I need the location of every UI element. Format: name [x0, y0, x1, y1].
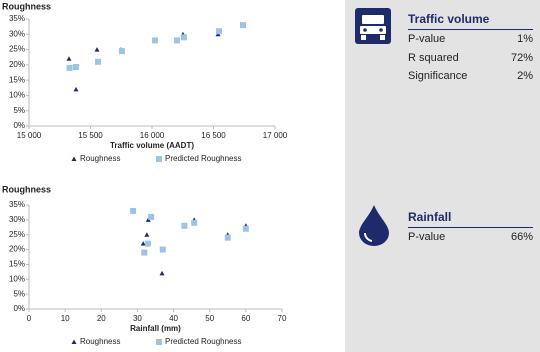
point [72, 63, 79, 70]
legend-swatch [71, 156, 77, 161]
stat-value: 66% [510, 231, 533, 243]
point [148, 213, 155, 220]
stat-label: Significance [408, 70, 468, 82]
x-tick-label: 17 000 [263, 131, 288, 140]
stat-label: P-value [408, 231, 446, 243]
y-tick-label: 5% [13, 289, 25, 298]
x-axis-title: Rainfall (mm) [130, 324, 181, 333]
y-tick-label: 25% [9, 45, 25, 54]
point [191, 219, 198, 226]
point [94, 47, 100, 52]
point [159, 270, 165, 276]
point [130, 207, 137, 214]
legend-label: Predicted Roughness [165, 154, 242, 163]
y-tick-label: 0% [13, 121, 25, 130]
point [242, 225, 249, 232]
point [66, 64, 73, 71]
x-tick-label: 60 [241, 314, 250, 323]
point [140, 241, 146, 246]
y-tick-label: 5% [13, 106, 25, 115]
legend-label: Roughness [80, 337, 120, 346]
legend-swatch [71, 339, 77, 344]
point [144, 232, 150, 237]
legend-label: Predicted Roughness [165, 337, 242, 346]
point [224, 234, 231, 241]
stat-value: 72% [510, 52, 533, 64]
point [181, 222, 188, 229]
stats-panel: Traffic volume P-value 1% R squared 72% Si… [345, 0, 540, 352]
x-tick-label: 10 [61, 314, 70, 323]
y-tick-label: 10% [9, 274, 25, 283]
y-tick-label: 30% [9, 29, 25, 38]
point [216, 28, 223, 35]
point [73, 86, 79, 92]
y-tick-label: 20% [9, 60, 25, 69]
y-tick-label: 30% [9, 215, 25, 224]
x-tick-label: 0 [27, 314, 32, 323]
stat-label: P-value [408, 33, 446, 45]
section-title: Traffic volume [408, 12, 490, 26]
y-tick-label: 0% [13, 304, 25, 313]
point [180, 34, 187, 41]
x-tick-label: 16 000 [140, 131, 165, 140]
stat-row: P-value 66% [408, 231, 533, 243]
x-tick-label: 20 [97, 314, 106, 323]
x-tick-label: 15 500 [78, 131, 103, 140]
stat-value: 1% [517, 33, 533, 45]
x-tick-label: 70 [278, 314, 287, 323]
stat-label: R squared [408, 52, 459, 64]
point [173, 37, 180, 44]
drop-icon [359, 205, 389, 246]
y-tick-label: 25% [9, 230, 25, 239]
x-tick-label: 40 [169, 314, 178, 323]
y-tick-label: 15% [9, 75, 25, 84]
point [118, 48, 125, 55]
x-tick-label: 50 [205, 314, 214, 323]
section-title: Rainfall [408, 210, 452, 224]
y-tick-label: 20% [9, 245, 25, 254]
point [159, 246, 166, 253]
chart-title: Roughness [2, 184, 51, 194]
x-tick-label: 30 [133, 314, 142, 323]
point [240, 22, 247, 29]
stat-row: Significance 2% [408, 70, 533, 82]
stat-row: P-value 1% [408, 33, 533, 45]
legend-label: Roughness [80, 154, 120, 163]
point [151, 37, 158, 44]
point [141, 249, 148, 256]
rule [408, 29, 533, 30]
y-tick-label: 35% [9, 200, 25, 209]
legend-swatch [156, 156, 162, 162]
y-tick-label: 10% [9, 91, 25, 100]
chart-title: Roughness [2, 1, 51, 11]
point [95, 58, 102, 65]
x-tick-label: 16 500 [201, 131, 226, 140]
x-tick-label: 15 000 [17, 131, 42, 140]
x-axis-title: Traffic volume (AADT) [110, 141, 194, 150]
stat-row: R squared 72% [408, 52, 533, 64]
y-tick-label: 15% [9, 260, 25, 269]
car-icon [355, 8, 391, 44]
point [144, 240, 151, 247]
legend-swatch [156, 339, 162, 345]
point [66, 56, 72, 61]
rule [408, 227, 533, 228]
charts: Roughness 0% 5% 10% 15% 20% 25% 30% 35% 15 000 15 … [2, 1, 288, 346]
y-tick-label: 35% [9, 14, 25, 23]
stat-value: 2% [517, 70, 533, 82]
